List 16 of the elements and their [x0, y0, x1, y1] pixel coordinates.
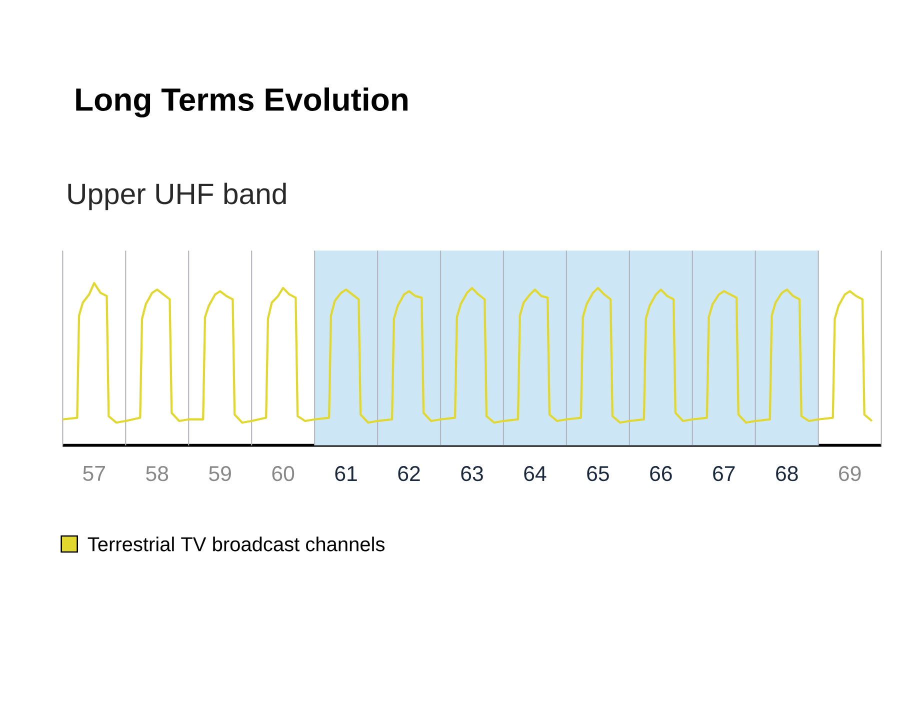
x-tick-label: 62 [398, 466, 420, 482]
x-tick-label: 65 [587, 466, 609, 482]
x-tick-label: 58 [146, 466, 168, 482]
x-tick-label: 64 [524, 466, 546, 482]
chart-title: Long Terms Evolution [76, 87, 408, 118]
x-tick-label: 61 [335, 466, 357, 482]
x-tick-label: 59 [209, 466, 231, 482]
x-tick-label: 63 [461, 466, 483, 482]
x-tick-label: 57 [83, 466, 105, 481]
legend-label: Terrestrial TV broadcast channels [88, 536, 385, 552]
x-tick-label: 60 [272, 466, 294, 482]
x-tick-label: 68 [776, 466, 798, 482]
x-tick-label: 69 [839, 466, 861, 482]
x-tick-label: 67 [713, 466, 735, 482]
chart-subtitle: Upper UHF band [68, 182, 286, 210]
x-tick-label: 66 [650, 466, 672, 482]
